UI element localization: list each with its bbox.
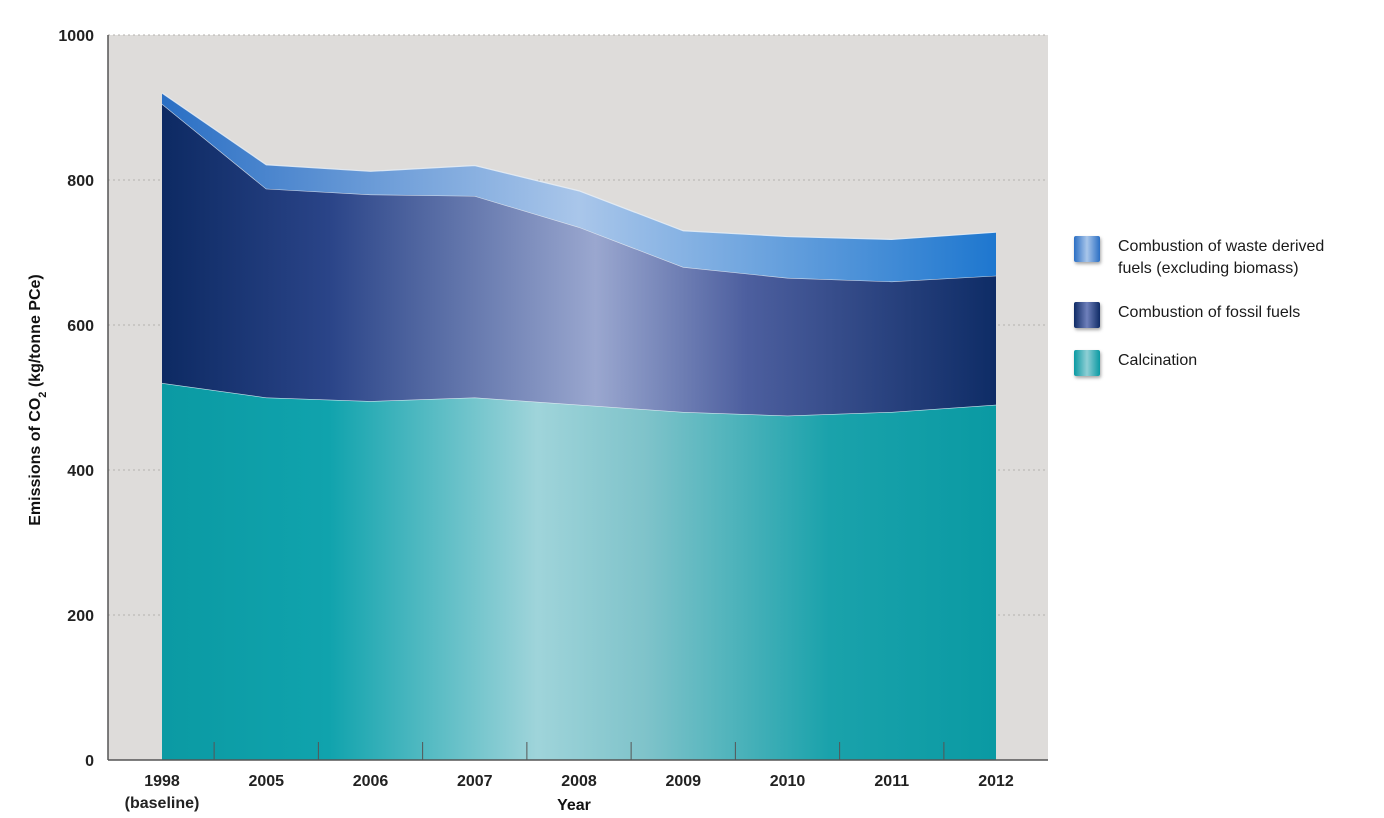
legend-item-fossil: Combustion of fossil fuels xyxy=(1074,302,1374,328)
y-tick-label: 1000 xyxy=(58,28,94,45)
x-tick-label: 1998 xyxy=(144,773,180,790)
x-tick-label: 2005 xyxy=(248,773,284,790)
legend: Combustion of waste derived fuels (exclu… xyxy=(1074,236,1374,398)
y-tick-label: 200 xyxy=(67,608,94,625)
legend-label-waste-line1: Combustion of waste derived xyxy=(1118,238,1325,255)
y-tick-label: 0 xyxy=(85,753,94,770)
legend-label-waste-line2: fuels (excluding biomass) xyxy=(1118,260,1299,277)
x-tick-label: 2006 xyxy=(353,773,389,790)
y-tick-label: 600 xyxy=(67,318,94,335)
legend-swatch-waste xyxy=(1074,236,1100,262)
legend-label-calcination-line1: Calcination xyxy=(1118,352,1198,369)
y-tick-labels: 0 200 400 600 800 1000 xyxy=(58,28,94,770)
area-calcination xyxy=(162,383,996,760)
legend-item-waste: Combustion of waste derived fuels (exclu… xyxy=(1074,236,1374,280)
x-tick-sublabel: (baseline) xyxy=(125,795,200,812)
x-axis-title: Year xyxy=(557,797,591,814)
legend-label-calcination: Calcination xyxy=(1118,350,1197,372)
area-series xyxy=(161,92,997,760)
legend-item-calcination: Calcination xyxy=(1074,350,1374,376)
legend-swatch-calcination xyxy=(1074,350,1100,376)
legend-label-fossil: Combustion of fossil fuels xyxy=(1118,302,1300,324)
area-waste-fuels xyxy=(162,93,996,282)
legend-label-fossil-line1: Combustion of fossil fuels xyxy=(1118,304,1301,321)
x-tick-label: 2011 xyxy=(874,773,909,790)
x-tick-label: 2010 xyxy=(770,773,806,790)
legend-label-waste: Combustion of waste derived fuels (exclu… xyxy=(1118,236,1324,280)
x-tick-label: 2008 xyxy=(561,773,597,790)
axes xyxy=(107,35,1048,761)
y-axis-title: Emissions of CO2 (kg/tonne PCe) xyxy=(27,274,49,526)
area-waste-fuels-edge xyxy=(161,92,997,241)
x-tick-label: 2009 xyxy=(665,773,701,790)
legend-swatch-fossil xyxy=(1074,302,1100,328)
x-tick-label: 2007 xyxy=(457,773,493,790)
x-tick-label: 2012 xyxy=(978,773,1014,790)
x-tick-labels: 1998 (baseline) 2005 2006 2007 2008 2009 2010 20… xyxy=(125,773,1014,812)
y-tick-label: 400 xyxy=(67,463,94,480)
area-fossil-fuels xyxy=(162,103,996,416)
y-tick-label: 800 xyxy=(67,173,94,190)
